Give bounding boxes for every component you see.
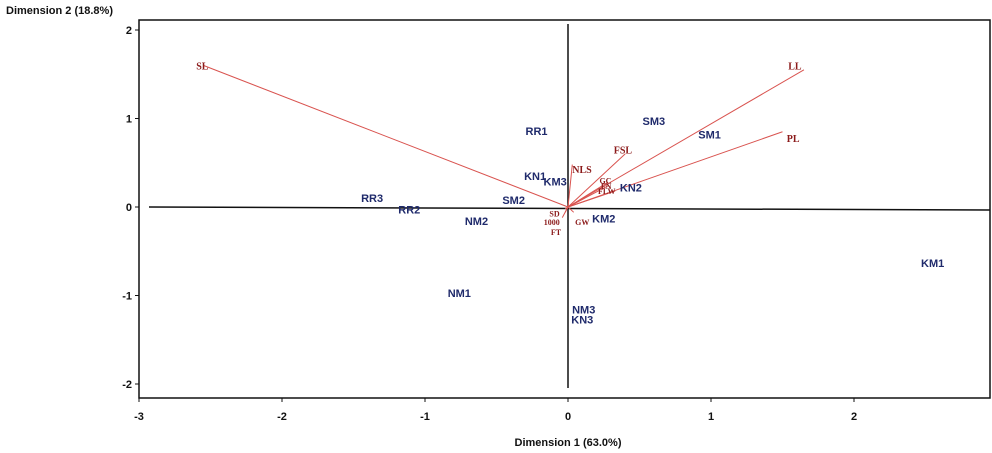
y-tick-label: 0 [126,202,132,214]
tick-labels: -3 -2 -1 0 1 2 -2 -1 0 1 2 [122,25,857,423]
vector-ft [561,206,569,218]
variable-label-sd: SD [549,209,559,218]
y-tick-label: 2 [126,25,132,37]
observation-label-km2: KM2 [592,214,615,226]
observation-label-rr1: RR1 [526,126,548,138]
observation-label-nm3: NM3 [572,305,595,317]
vector-sl [203,64,569,208]
observation-label-km3: KM3 [544,176,567,188]
variable-vectors [203,64,805,218]
x-tick-label: 0 [565,411,571,423]
vector-flw [567,190,616,208]
x-tick-label: 1 [708,411,714,423]
variable-label-1000: 1000 [544,218,560,227]
plot-frame [138,19,991,399]
variable-label-sl: SL [196,61,209,72]
observation-label-kn1: KN1 [524,171,546,183]
variable-label-gw: GW [575,218,589,227]
vector-gw [567,206,575,213]
observation-label-sm1: SM1 [698,129,721,141]
variable-label-nls: NLS [572,165,592,176]
vector-ll [567,69,805,208]
y-axis-title: Dimension 2 (18.8%) [6,5,113,17]
observation-label-sm2: SM2 [502,195,525,207]
observation-label-rr3: RR3 [361,193,383,205]
x-tick-label: 2 [851,411,857,423]
observation-label-nm1: NM1 [448,288,471,300]
variable-label-fsl: FSL [614,145,633,156]
variable-label-gc: GC [599,177,611,186]
observation-label-kn2: KN2 [620,183,642,195]
plot-border [138,19,991,399]
vector-nls [567,164,573,208]
variable-label-ll: LL [788,61,802,72]
observation-label-kn3: KN3 [571,314,593,326]
variable-label-flw: FLW [598,187,616,196]
y-tick-label: -1 [122,291,132,303]
observation-label-nm2: NM2 [465,216,488,228]
variable-label-pl: PL [787,134,800,145]
observation-label-sm3: SM3 [642,116,665,128]
variable-label-fn: FN [601,182,612,191]
x-axis-title: Dimension 1 (63.0%) [515,437,622,449]
observation-label-rr2: RR2 [398,205,420,217]
x-tick-label: -2 [277,411,287,423]
x-tick-label: -3 [134,411,144,423]
vector-gc [567,181,609,208]
vector-fn [567,185,609,208]
x-tick-label: -1 [420,411,430,423]
variable-label-ft: FT [551,228,562,237]
vector-fsl [567,153,626,208]
y-tick-label: -2 [122,379,132,391]
y-tick-label: 1 [126,114,132,126]
observation-label-km1: KM1 [921,258,944,270]
